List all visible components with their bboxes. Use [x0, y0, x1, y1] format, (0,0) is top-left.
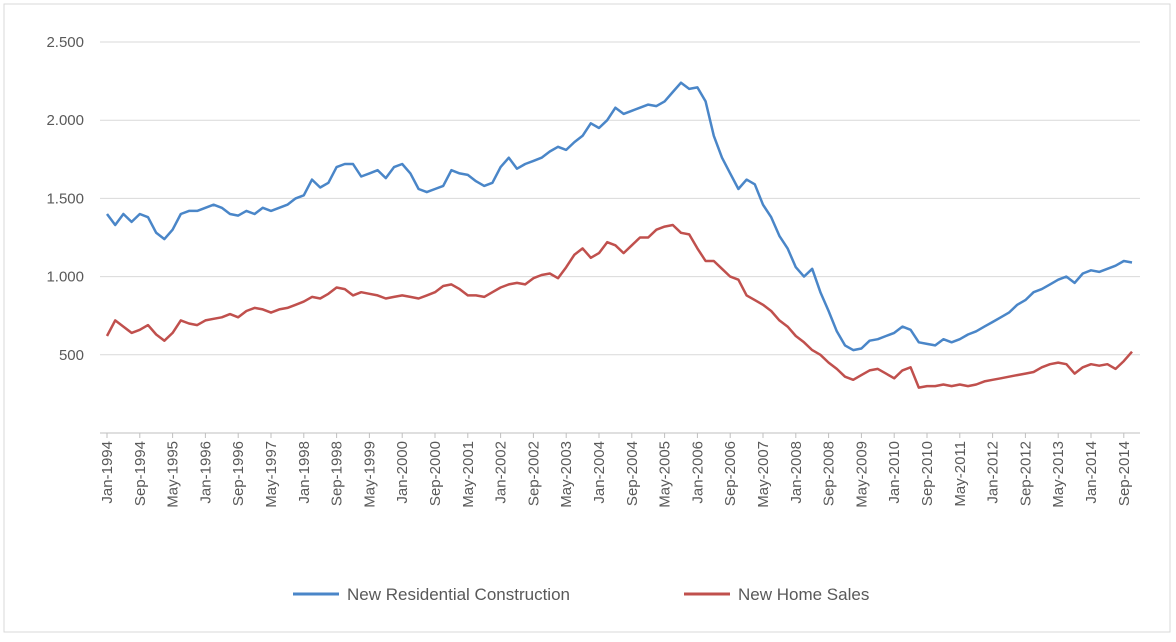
x-tick-label: Jan-2008	[788, 441, 805, 504]
x-tick-label: Jan-2000	[394, 441, 411, 504]
x-tick-label: May-1995	[165, 441, 182, 508]
x-tick-label: May-2013	[1050, 441, 1067, 508]
x-tick-label: Sep-1994	[132, 441, 149, 506]
y-tick-label: 1.500	[46, 190, 84, 207]
x-tick-label: Sep-2000	[427, 441, 444, 506]
x-tick-label: May-2009	[853, 441, 870, 508]
x-tick-label: Sep-1998	[329, 441, 346, 506]
x-tick-label: May-2005	[657, 441, 674, 508]
series-line	[105, 223, 1133, 389]
x-tick-label: Sep-2002	[525, 441, 542, 506]
x-tick-label: Jan-2010	[886, 441, 903, 504]
x-tick-label: Jan-2012	[985, 441, 1002, 504]
x-tick-label: Jan-1998	[296, 441, 313, 504]
x-tick-label: May-2001	[460, 441, 477, 508]
x-tick-label: Jan-1996	[197, 441, 214, 504]
x-tick-label: Jan-2004	[591, 441, 608, 504]
x-tick-label: Sep-1996	[230, 441, 247, 506]
x-tick-label: Sep-2010	[919, 441, 936, 506]
x-tick-label: Sep-2004	[624, 441, 641, 506]
x-tick-label: Jan-2014	[1083, 441, 1100, 504]
x-tick-label: May-1997	[263, 441, 280, 508]
x-tick-label: Sep-2012	[1017, 441, 1034, 506]
y-tick-label: 500	[59, 347, 84, 364]
series-line	[105, 81, 1133, 352]
x-tick-label: Jan-2002	[493, 441, 510, 504]
x-tick-label: Sep-2006	[722, 441, 739, 506]
x-tick-label: Jan-2006	[689, 441, 706, 504]
x-tick-label: May-1999	[361, 441, 378, 508]
x-tick-label: May-2003	[558, 441, 575, 508]
x-tick-label: May-2011	[952, 441, 969, 507]
y-tick-label: 1.000	[46, 269, 84, 286]
x-tick-label: Jan-1994	[99, 441, 116, 504]
y-tick-label: 2.500	[46, 34, 84, 51]
x-tick-label: May-2007	[755, 441, 772, 508]
x-tick-label: Sep-2014	[1116, 441, 1133, 506]
y-tick-label: 2.000	[46, 112, 84, 129]
legend-label: New Residential Construction	[347, 585, 570, 604]
x-tick-label: Sep-2008	[821, 441, 838, 506]
chart-border	[3, 3, 1171, 633]
legend-label: New Home Sales	[738, 585, 869, 604]
